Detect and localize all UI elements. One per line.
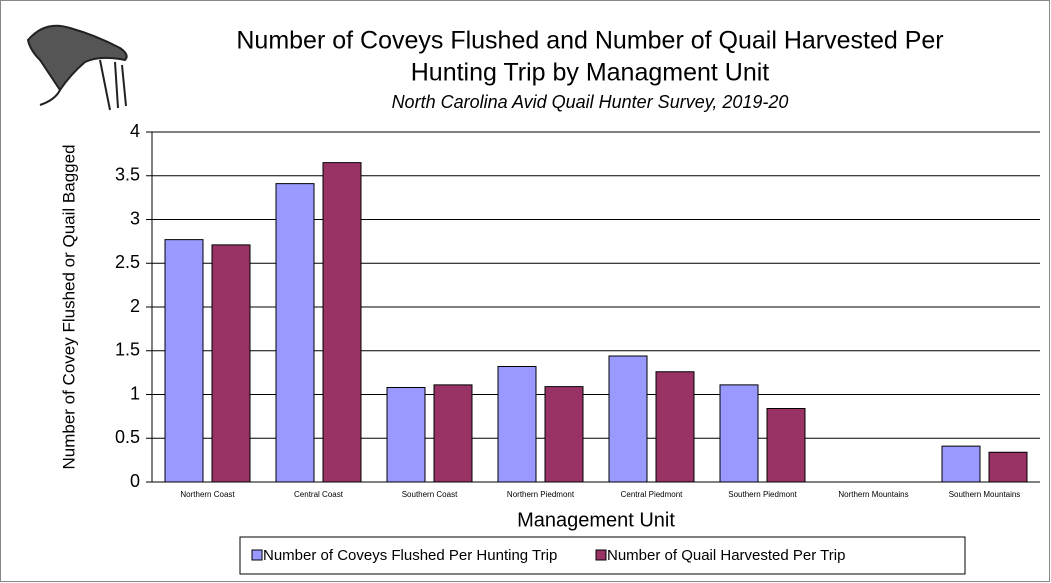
y-tick-label: 1	[130, 383, 140, 403]
x-tick-label: Southern Piedmont	[728, 490, 797, 499]
bar	[323, 163, 361, 482]
bar	[212, 245, 250, 482]
x-tick-label: Northern Coast	[180, 490, 235, 499]
legend-label: Number of Quail Harvested Per Trip	[607, 547, 845, 564]
y-tick-label: 1.5	[115, 340, 140, 360]
legend-swatch	[596, 550, 606, 560]
x-axis-label: Management Unit	[517, 509, 675, 531]
x-tick-label: Central Coast	[294, 490, 344, 499]
x-tick-label: Northern Mountains	[838, 490, 908, 499]
legend-swatch	[252, 550, 262, 560]
chart-title: Hunting Trip by Managment Unit	[411, 59, 770, 87]
bar	[387, 388, 425, 483]
x-tick-label: Southern Mountains	[949, 490, 1021, 499]
bar	[165, 240, 203, 482]
x-tick-label: Central Piedmont	[621, 490, 684, 499]
y-tick-label: 4	[130, 121, 140, 141]
bar	[767, 409, 805, 483]
y-tick-label: 2.5	[115, 252, 140, 272]
y-tick-label: 3	[130, 208, 140, 228]
x-tick-label: Northern Piedmont	[507, 490, 575, 499]
bar	[609, 356, 647, 482]
y-tick-label: 3.5	[115, 165, 140, 185]
legend-label: Number of Coveys Flushed Per Hunting Tri…	[263, 547, 557, 564]
bar	[989, 452, 1027, 482]
y-tick-label: 0.5	[115, 427, 140, 447]
y-tick-label: 0	[130, 471, 140, 491]
chart-title: Number of Coveys Flushed and Number of Q…	[236, 27, 943, 55]
bar	[545, 387, 583, 482]
bar	[656, 372, 694, 482]
y-axis-label: Number of Covey Flushed or Quail Bagged	[59, 144, 78, 469]
chart: Number of Coveys Flushed and Number of Q…	[0, 0, 1051, 583]
bar	[942, 446, 980, 482]
x-tick-label: Southern Coast	[402, 490, 458, 499]
y-tick-label: 2	[130, 296, 140, 316]
bar	[720, 385, 758, 482]
bar	[498, 367, 536, 483]
bar	[434, 385, 472, 482]
chart-subtitle: North Carolina Avid Quail Hunter Survey,…	[392, 92, 789, 112]
bar	[276, 184, 314, 482]
